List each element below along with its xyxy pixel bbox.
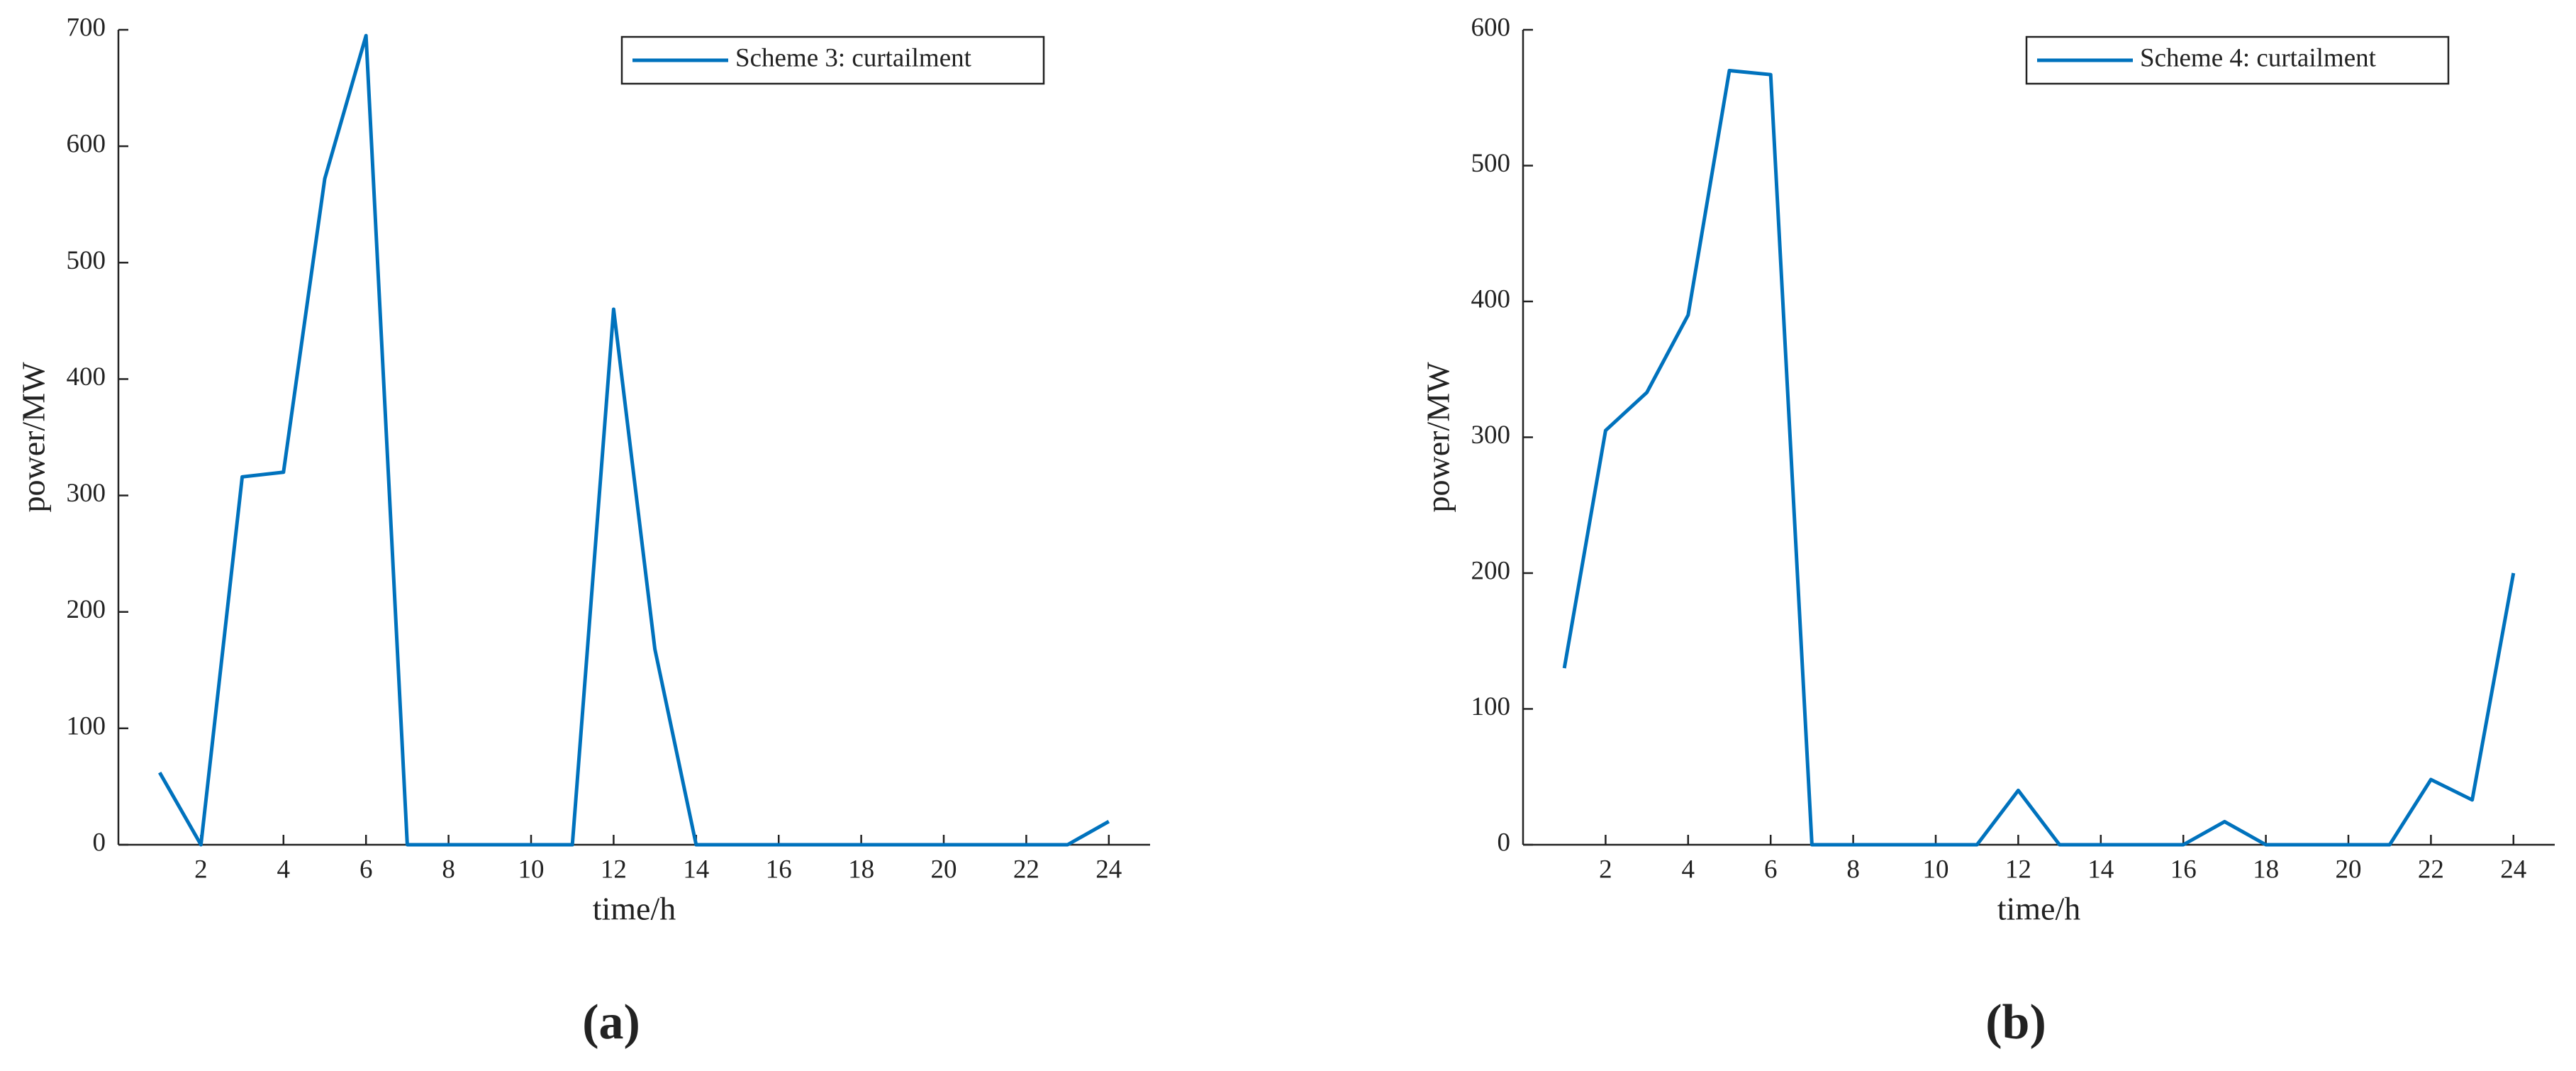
x-tick-label: 10 [518, 855, 545, 884]
x-tick-label: 12 [2005, 855, 2031, 884]
x-tick-label: 16 [766, 855, 792, 884]
x-tick-label: 24 [1095, 855, 1122, 884]
y-tick-label: 300 [67, 479, 106, 508]
y-tick-label: 100 [1471, 692, 1511, 721]
x-tick-label: 4 [1682, 855, 1695, 884]
x-tick-label: 8 [1846, 855, 1860, 884]
y-tick-label: 200 [1471, 556, 1511, 585]
x-tick-label: 18 [848, 855, 874, 884]
legend-box [2025, 35, 2450, 85]
y-tick-label: 500 [67, 246, 106, 275]
y-tick-label: 200 [67, 595, 106, 624]
x-tick-label: 10 [1923, 855, 1949, 884]
y-tick-label: 400 [67, 362, 106, 392]
y-axis-label: power/MW [1420, 362, 1456, 513]
x-tick-label: 16 [2170, 855, 2197, 884]
caption: (b) [1985, 995, 2046, 1050]
x-tick-label: 4 [277, 855, 291, 884]
legend-label: Scheme 3: curtailment [735, 43, 972, 72]
y-tick-label: 0 [1498, 828, 1511, 857]
series-line [1562, 68, 2516, 847]
x-tick-label: 2 [194, 855, 208, 884]
x-axis-label: time/h [593, 891, 676, 927]
x-tick-label: 2 [1599, 855, 1612, 884]
x-tick-label: 18 [2253, 855, 2279, 884]
series-line [158, 33, 1110, 847]
x-tick-label: 20 [2336, 855, 2362, 884]
y-tick-label: 700 [67, 13, 106, 42]
x-tick-label: 20 [931, 855, 957, 884]
y-tick-label: 400 [1471, 284, 1511, 313]
y-tick-label: 600 [67, 130, 106, 159]
y-tick-label: 100 [67, 711, 106, 740]
x-tick-label: 22 [1013, 855, 1039, 884]
x-tick-label: 12 [601, 855, 627, 884]
y-axis-label: power/MW [16, 362, 52, 513]
caption: (a) [582, 995, 640, 1050]
x-tick-label: 14 [2087, 855, 2114, 884]
x-tick-label: 8 [442, 855, 455, 884]
x-tick-label: 6 [359, 855, 373, 884]
x-axis-label: time/h [1997, 891, 2081, 927]
x-tick-label: 14 [683, 855, 709, 884]
y-tick-label: 600 [1471, 13, 1511, 42]
y-tick-label: 0 [93, 828, 106, 857]
x-tick-label: 24 [2500, 855, 2526, 884]
legend-label: Scheme 4: curtailment [2140, 43, 2377, 72]
x-tick-label: 22 [2418, 855, 2444, 884]
y-tick-label: 500 [1471, 149, 1511, 178]
x-tick-label: 6 [1764, 855, 1778, 884]
y-tick-label: 300 [1471, 421, 1511, 450]
